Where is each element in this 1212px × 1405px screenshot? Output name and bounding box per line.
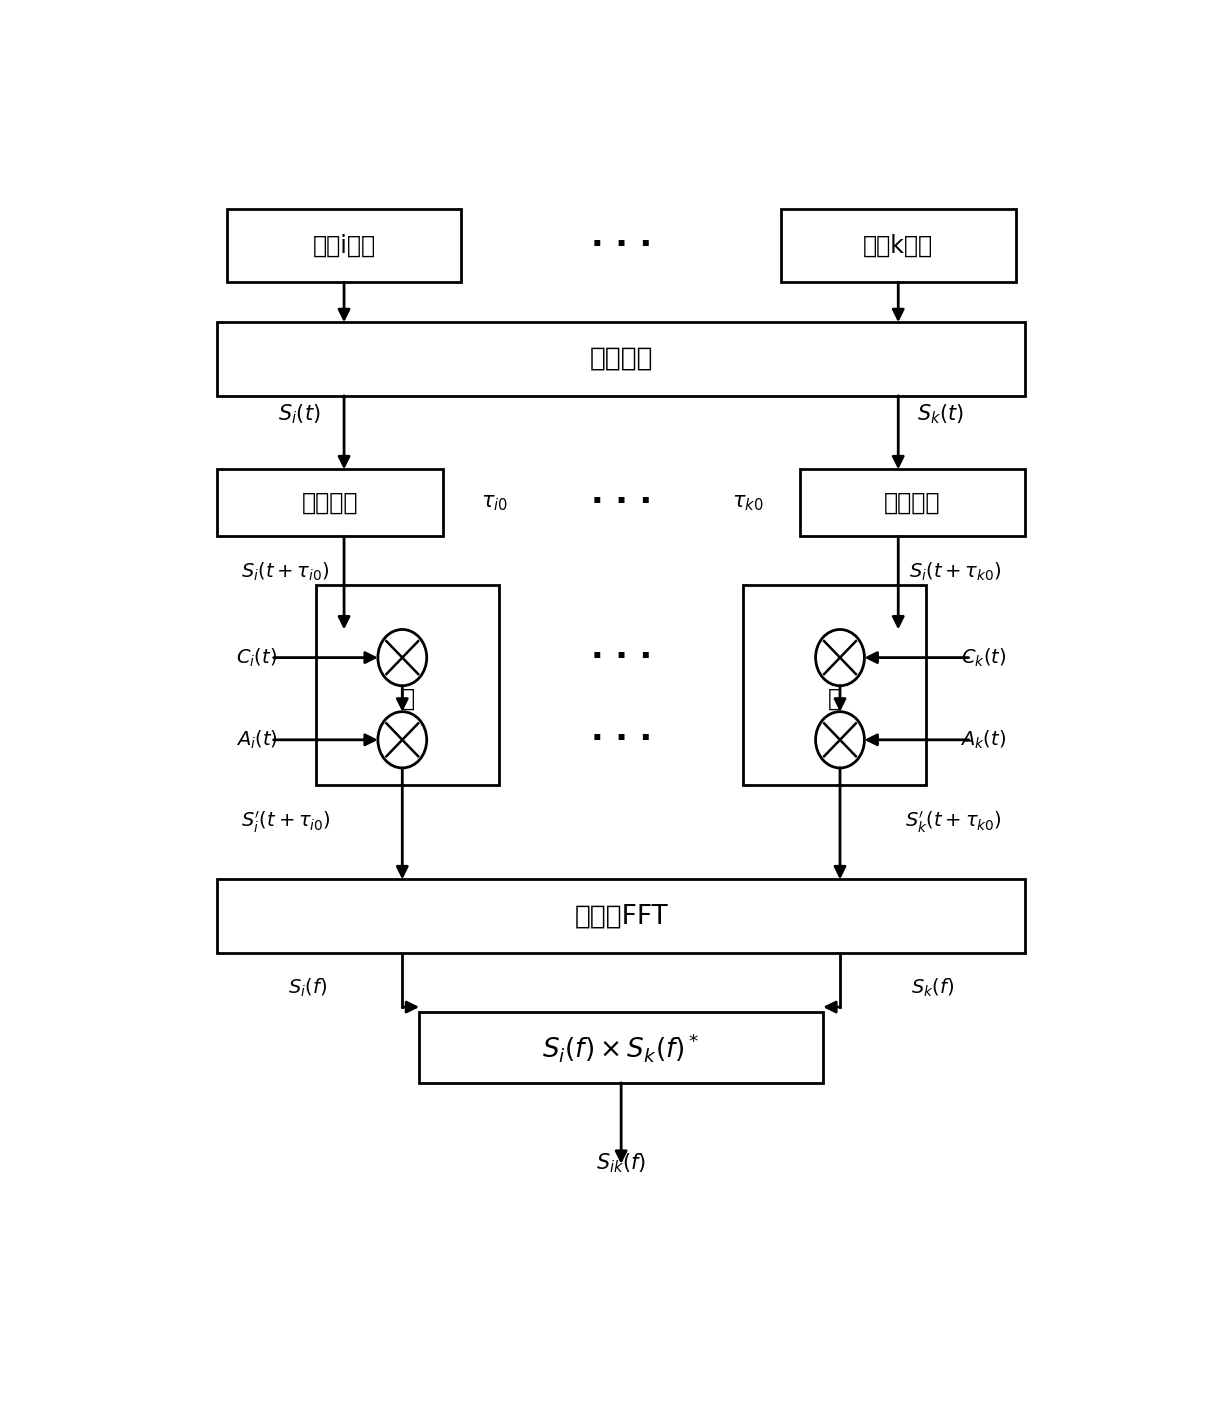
Text: $\tau_{k0}$: $\tau_{k0}$ — [732, 493, 764, 513]
Text: 通道k回波: 通道k回波 — [863, 233, 933, 257]
Text: 时间校正: 时间校正 — [884, 490, 941, 514]
Text: 方位向FFT: 方位向FFT — [574, 903, 668, 929]
Text: $S_i(t+\tau_{i0})$: $S_i(t+\tau_{i0})$ — [241, 561, 330, 583]
Text: · · ·: · · · — [590, 229, 652, 261]
Text: $S_k^{\prime}(t+\tau_{k0})$: $S_k^{\prime}(t+\tau_{k0})$ — [904, 809, 1001, 835]
Text: $A_k(t)$: $A_k(t)$ — [960, 729, 1006, 750]
Circle shape — [816, 629, 864, 686]
Circle shape — [378, 712, 427, 769]
Bar — [743, 584, 926, 785]
Text: $S_i(f)\times S_k(f)^*$: $S_i(f)\times S_k(f)^*$ — [543, 1031, 699, 1064]
Bar — [316, 584, 499, 785]
Bar — [217, 880, 1025, 953]
Bar — [217, 469, 442, 537]
Text: $S_{ik}(f)$: $S_{ik}(f)$ — [596, 1151, 646, 1175]
Text: $A_i(t)$: $A_i(t)$ — [236, 729, 278, 750]
Bar — [419, 1013, 823, 1083]
Text: $S_i(f)$: $S_i(f)$ — [287, 976, 327, 999]
Text: 相
位
补
偿: 相 位 补 偿 — [828, 631, 842, 739]
Bar — [781, 208, 1016, 282]
Circle shape — [816, 712, 864, 769]
Text: 时间校正: 时间校正 — [302, 490, 359, 514]
Text: $S_k(t)$: $S_k(t)$ — [917, 402, 964, 426]
Bar — [217, 322, 1025, 396]
Text: 相
位
补
偿: 相 位 补 偿 — [400, 631, 415, 739]
Text: $S_i(t+\tau_{k0})$: $S_i(t+\tau_{k0})$ — [909, 561, 1001, 583]
Text: 距离压缩: 距离压缩 — [589, 346, 653, 372]
Circle shape — [378, 629, 427, 686]
Text: · · ·: · · · — [590, 724, 652, 756]
Bar — [227, 208, 462, 282]
Text: · · ·: · · · — [590, 486, 652, 520]
Bar — [800, 469, 1025, 537]
Text: $S_i^{\prime}(t+\tau_{i0})$: $S_i^{\prime}(t+\tau_{i0})$ — [241, 809, 331, 835]
Text: $S_i(t)$: $S_i(t)$ — [279, 402, 321, 426]
Text: $\tau_{i0}$: $\tau_{i0}$ — [481, 493, 508, 513]
Text: 通道i回波: 通道i回波 — [313, 233, 376, 257]
Text: $C_k(t)$: $C_k(t)$ — [961, 646, 1006, 669]
Text: · · ·: · · · — [590, 641, 652, 674]
Text: $S_k(f)$: $S_k(f)$ — [911, 976, 955, 999]
Text: $C_i(t)$: $C_i(t)$ — [236, 646, 278, 669]
